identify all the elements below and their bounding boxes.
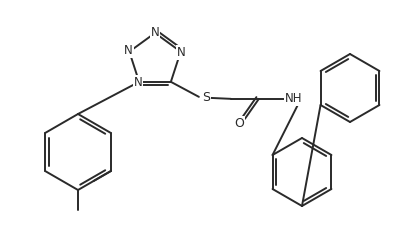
Text: N: N	[124, 44, 133, 57]
Text: S: S	[202, 91, 210, 104]
Text: NH: NH	[285, 92, 303, 105]
Text: O: O	[234, 117, 244, 130]
Text: N: N	[177, 46, 186, 59]
Text: N: N	[134, 76, 143, 89]
Text: N: N	[151, 26, 159, 39]
